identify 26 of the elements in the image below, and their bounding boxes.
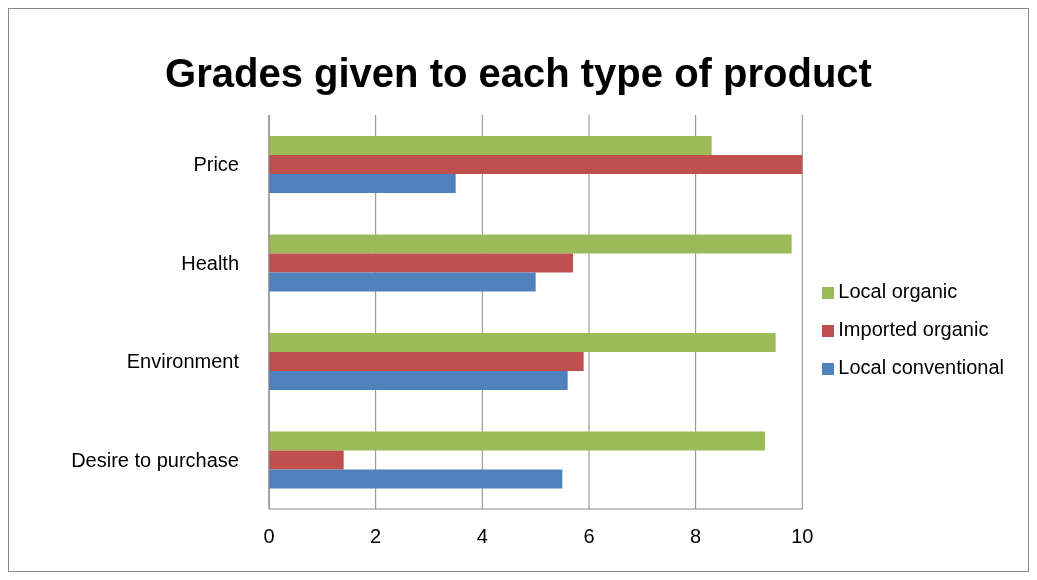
bar [269, 371, 568, 390]
legend-label: Imported organic [838, 318, 989, 340]
bar [269, 431, 765, 451]
x-tick-label: 6 [583, 525, 595, 548]
bar [269, 136, 712, 155]
legend-label: Local organic [838, 280, 958, 302]
bar [269, 234, 792, 254]
bar [269, 352, 584, 371]
chart-title: Grades given to each type of product [164, 50, 873, 97]
x-tick-label: 10 [791, 525, 814, 548]
bar [269, 450, 344, 470]
y-tick-label: Desire to purchase [71, 448, 239, 471]
legend-label: Local conventional [838, 356, 1004, 378]
bar [269, 333, 776, 352]
y-tick-label: Health [181, 251, 239, 274]
bar [269, 469, 563, 489]
x-tick-label: 0 [263, 525, 275, 548]
x-tick-label: 8 [690, 525, 702, 548]
x-tick-label: 4 [476, 525, 488, 548]
x-tick-label: 2 [370, 525, 382, 548]
bar [269, 155, 803, 174]
bar [269, 253, 573, 273]
bar [269, 272, 536, 292]
y-tick-label: Environment [126, 350, 240, 373]
bar [269, 174, 456, 193]
y-tick-label: Price [193, 153, 239, 176]
